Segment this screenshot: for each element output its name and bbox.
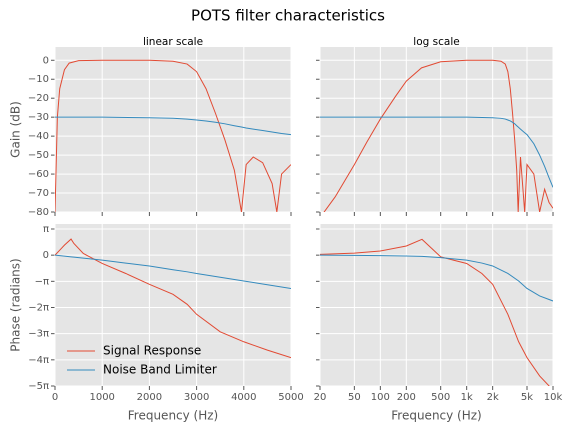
series-line <box>320 116 553 188</box>
x-tick-label: 50 <box>348 392 361 403</box>
legend-label: Signal Response <box>103 344 201 358</box>
x-tick-label: 20 <box>314 392 327 403</box>
subplot-title: linear scale <box>143 36 203 48</box>
x-tick-label: 100 <box>371 392 390 403</box>
y-axis-label: Phase (radians) <box>9 258 23 351</box>
x-tick-label: 10k <box>544 392 563 403</box>
figure-title: POTS filter characteristics <box>191 7 385 25</box>
y-tick-label: π <box>43 224 49 235</box>
x-tick-label: 1k <box>461 392 473 403</box>
series-line <box>55 238 291 359</box>
y-axis-label: Gain (dB) <box>9 101 23 158</box>
y-tick-label: −2π <box>28 302 49 313</box>
subplot: π0−π−2π−3π−4π−5π0 1000 2000 3000 4000 5000Pha… <box>9 224 304 423</box>
y-tick-label: −30 <box>28 112 49 123</box>
legend-label: Noise Band Limiter <box>103 363 217 377</box>
plot-area <box>320 47 553 212</box>
x-tick-label: 1000 <box>89 392 114 403</box>
x-tick-label: 5000 <box>278 392 303 403</box>
y-tick-label: 0 <box>43 55 49 66</box>
y-tick-label: −5π <box>28 381 49 392</box>
y-tick-label: 0 <box>43 250 49 261</box>
y-tick-label: −20 <box>28 93 49 104</box>
y-tick-label: −80 <box>28 207 49 218</box>
subplot: 20 50 100 200 500 1k 2k 5k 10k Frequency (Hz) <box>314 224 563 423</box>
subplot-title: log scale <box>413 36 459 48</box>
series-line <box>323 59 553 212</box>
series-line <box>55 59 291 212</box>
subplot: 0 −10 −20 −30 −40 −50 −60 −70 −80 linear scale Gai… <box>9 36 292 218</box>
y-tick-label: −π <box>35 276 49 287</box>
y-tick-label: −60 <box>28 169 49 180</box>
y-tick-label: −40 <box>28 131 49 142</box>
y-tick-label: −10 <box>28 74 49 85</box>
series-line <box>55 116 291 136</box>
x-tick-label: 500 <box>431 392 450 403</box>
x-axis-label: Frequency (Hz) <box>128 409 219 423</box>
subplot: log scale <box>316 36 554 216</box>
x-tick-label: 200 <box>397 392 416 403</box>
x-tick-label: 4000 <box>231 392 256 403</box>
y-tick-label: −50 <box>28 150 49 161</box>
x-tick-label: 3000 <box>184 392 209 403</box>
y-tick-label: −3π <box>28 329 49 340</box>
series-line <box>320 254 553 302</box>
x-axis-label: Frequency (Hz) <box>391 409 482 423</box>
x-tick-label: 2000 <box>137 392 162 403</box>
series-line <box>55 254 291 289</box>
x-tick-label: 0 <box>52 392 58 403</box>
plot-area <box>55 224 291 386</box>
plot-area <box>320 224 553 386</box>
plot-area <box>55 47 291 212</box>
y-tick-label: −4π <box>28 355 49 366</box>
x-tick-label: 2k <box>487 392 499 403</box>
y-tick-label: −70 <box>28 188 49 199</box>
series-line <box>320 238 550 386</box>
x-tick-label: 5k <box>521 392 533 403</box>
